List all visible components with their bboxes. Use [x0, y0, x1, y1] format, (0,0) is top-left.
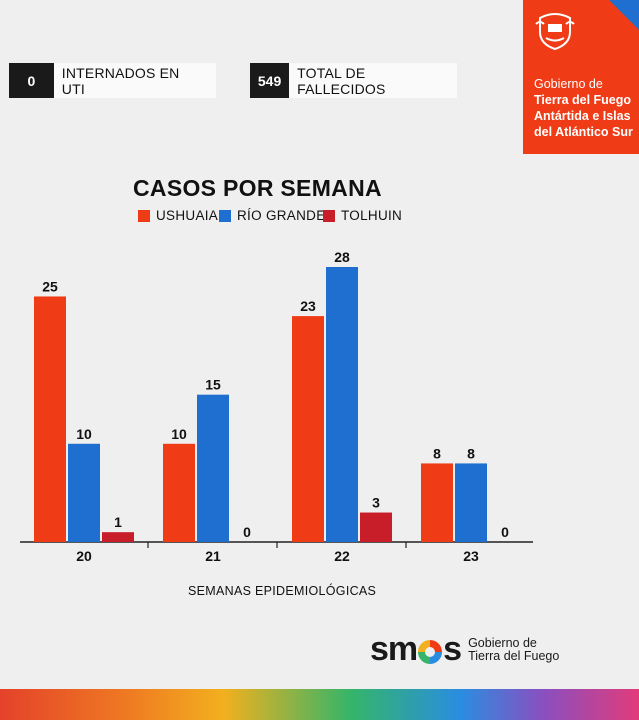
color-ring-icon [418, 639, 443, 664]
legend-label: RÍO GRANDE [237, 208, 326, 223]
legend-swatch [323, 209, 335, 222]
bar-20-1 [68, 443, 100, 542]
data-label: 3 [372, 495, 380, 511]
data-label: 10 [171, 426, 187, 442]
legend-label: USHUAIA [156, 208, 219, 223]
bar-22-0 [292, 316, 324, 542]
bar-22-1 [326, 267, 358, 542]
corner-fold-shadow [609, 0, 639, 30]
legend-item-ushuaia: USHUAIA [138, 208, 218, 223]
data-label: 8 [433, 445, 441, 461]
data-label: 28 [334, 249, 350, 265]
gradient-footer-bar [0, 689, 639, 720]
stat-internados-uti: 0 INTERNADOS EN UTI [9, 63, 216, 98]
coat-of-arms-icon [535, 13, 575, 50]
stat-value: 0 [9, 63, 54, 98]
data-label: 1 [114, 514, 122, 530]
government-line-2: Tierra del Fuego [534, 93, 632, 107]
legend-swatch [138, 209, 150, 222]
bar-20-0 [34, 296, 66, 542]
somos-subtitle: Gobierno de Tierra del Fuego [468, 635, 560, 663]
x-tick-label: 22 [334, 548, 350, 564]
data-label: 0 [243, 524, 251, 540]
data-label: 25 [42, 278, 58, 294]
bar-22-2 [360, 512, 392, 542]
x-tick-label: 20 [76, 548, 92, 564]
bar-21-1 [197, 394, 229, 542]
bar-20-2 [102, 532, 134, 542]
stat-label: INTERNADOS EN UTI [61, 64, 180, 97]
data-label: 10 [76, 426, 92, 442]
legend-item-tolhuin: TOLHUIN [323, 208, 402, 223]
data-label: 15 [205, 377, 221, 393]
government-line-3: Antártida e Islas [534, 109, 631, 123]
legend-swatch [219, 209, 231, 222]
x-axis-title: SEMANAS EPIDEMIOLÓGICAS [188, 584, 377, 598]
data-label: 23 [300, 298, 316, 314]
government-logo-box: Gobierno de Tierra del Fuego Antártida e… [523, 0, 639, 154]
government-line-4: del Atlántico Sur [534, 125, 633, 139]
stat-label: TOTAL DE FALLECIDOS [297, 64, 386, 97]
x-tick-label: 23 [463, 548, 479, 564]
x-tick-label: 21 [205, 548, 221, 564]
chart-title: CASOS POR SEMANA [133, 175, 382, 201]
stat-total-fallecidos: 549 TOTAL DE FALLECIDOS [250, 63, 457, 98]
bar-23-1 [455, 463, 487, 542]
bar-23-0 [421, 463, 453, 542]
data-label: 0 [501, 524, 509, 540]
data-label: 8 [467, 445, 475, 461]
legend-label: TOLHUIN [341, 208, 403, 223]
government-line-1: Gobierno de [534, 77, 603, 91]
legend-item-rio-grande: RÍO GRANDE [219, 208, 326, 223]
stat-value: 549 [250, 63, 290, 98]
bar-21-0 [163, 443, 195, 542]
